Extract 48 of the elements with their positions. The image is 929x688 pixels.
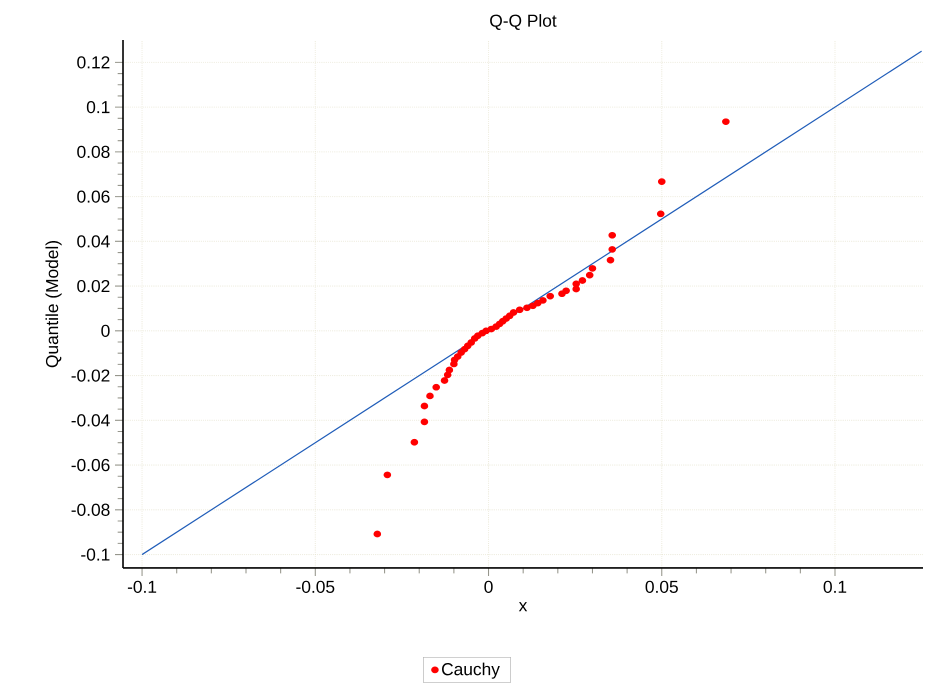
point xyxy=(546,292,554,300)
point xyxy=(420,402,428,410)
y-tick-label: -0.02 xyxy=(72,369,110,382)
point xyxy=(534,300,542,306)
point xyxy=(440,377,448,384)
point xyxy=(586,272,594,278)
point xyxy=(656,210,665,218)
y-tick-label: 0.06 xyxy=(77,190,110,203)
y-tick-label: -0.06 xyxy=(72,458,110,472)
y-tick-label: 0 xyxy=(101,324,110,337)
point xyxy=(516,306,524,314)
y-tick-label: 0.1 xyxy=(86,100,110,114)
y-tick-label: 0.04 xyxy=(77,235,110,248)
x-tick-label: 0.1 xyxy=(824,580,846,593)
point xyxy=(410,438,418,446)
point xyxy=(572,280,580,288)
point xyxy=(374,530,382,538)
point xyxy=(539,297,547,304)
y-tick-label: -0.1 xyxy=(81,548,110,561)
y-axis-title: Quantile (Model) xyxy=(45,241,62,368)
x-axis-title: x xyxy=(518,602,528,612)
x-tick-label: 0.05 xyxy=(646,580,678,593)
point xyxy=(572,286,580,292)
point xyxy=(420,418,428,426)
point xyxy=(432,384,440,391)
chart-title: Q-Q Plot xyxy=(490,14,557,30)
y-tick-label: 0.12 xyxy=(77,56,110,68)
legend-label: Cauchy xyxy=(442,662,500,679)
point xyxy=(722,118,730,125)
x-tick-label: -0.05 xyxy=(296,580,334,593)
point xyxy=(608,232,616,239)
y-tick-label: -0.04 xyxy=(72,414,110,426)
point xyxy=(426,392,434,400)
point xyxy=(608,246,616,253)
point xyxy=(562,287,570,294)
x-tick-label: 0 xyxy=(484,580,493,593)
point xyxy=(510,309,518,316)
point xyxy=(523,304,531,312)
y-tick-label: -0.08 xyxy=(72,504,110,516)
point xyxy=(446,366,454,374)
x-tick-label: -0.1 xyxy=(128,580,156,593)
y-tick-label: 0.02 xyxy=(77,280,110,292)
point xyxy=(658,178,666,185)
point xyxy=(578,277,586,284)
y-tick-label: 0.08 xyxy=(77,146,110,158)
point xyxy=(606,256,614,264)
point xyxy=(384,472,392,478)
point xyxy=(588,265,596,272)
